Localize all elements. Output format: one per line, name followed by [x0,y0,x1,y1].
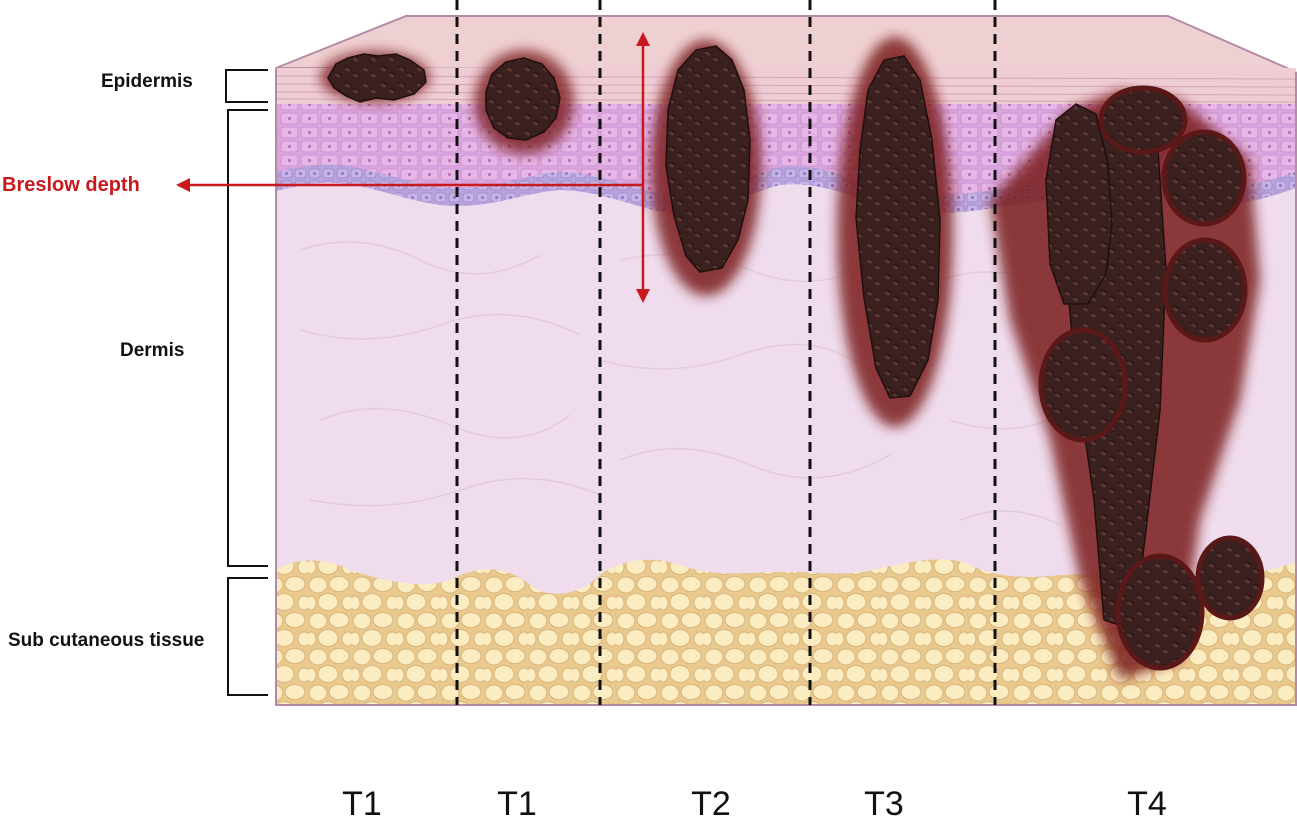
subcutaneous-label: Sub cutaneous tissue [8,630,205,651]
stage-label-4: T3 [864,785,904,823]
breslow-arrows [176,32,650,303]
stage-label-3: T2 [691,785,731,823]
tumor-t3 [837,37,953,427]
tumor-t2 [651,40,761,296]
skin-block-outline [275,68,1297,706]
tumors [320,37,1265,680]
dermis-bracket [227,109,268,567]
subcutaneous-bracket [227,577,268,696]
tumor-t1-b [474,50,574,154]
tumor-t1-a [320,51,430,103]
breslow-depth-label: Breslow depth [2,174,140,196]
stage-label-1: T1 [342,785,382,823]
basal-cell-layer [276,164,1296,215]
epidermis-label: Epidermis [101,71,193,92]
epidermis-bracket [225,69,268,103]
stage-label-5: T4 [1127,785,1167,823]
stage-dividers [455,0,997,705]
skin-surface-top [275,15,1297,73]
layer-brackets [225,69,268,696]
stage-label-2: T1 [497,785,537,823]
dermis-label: Dermis [120,340,185,361]
tumor-t4 [990,85,1265,680]
subcutaneous-fat-layer [276,559,1296,705]
